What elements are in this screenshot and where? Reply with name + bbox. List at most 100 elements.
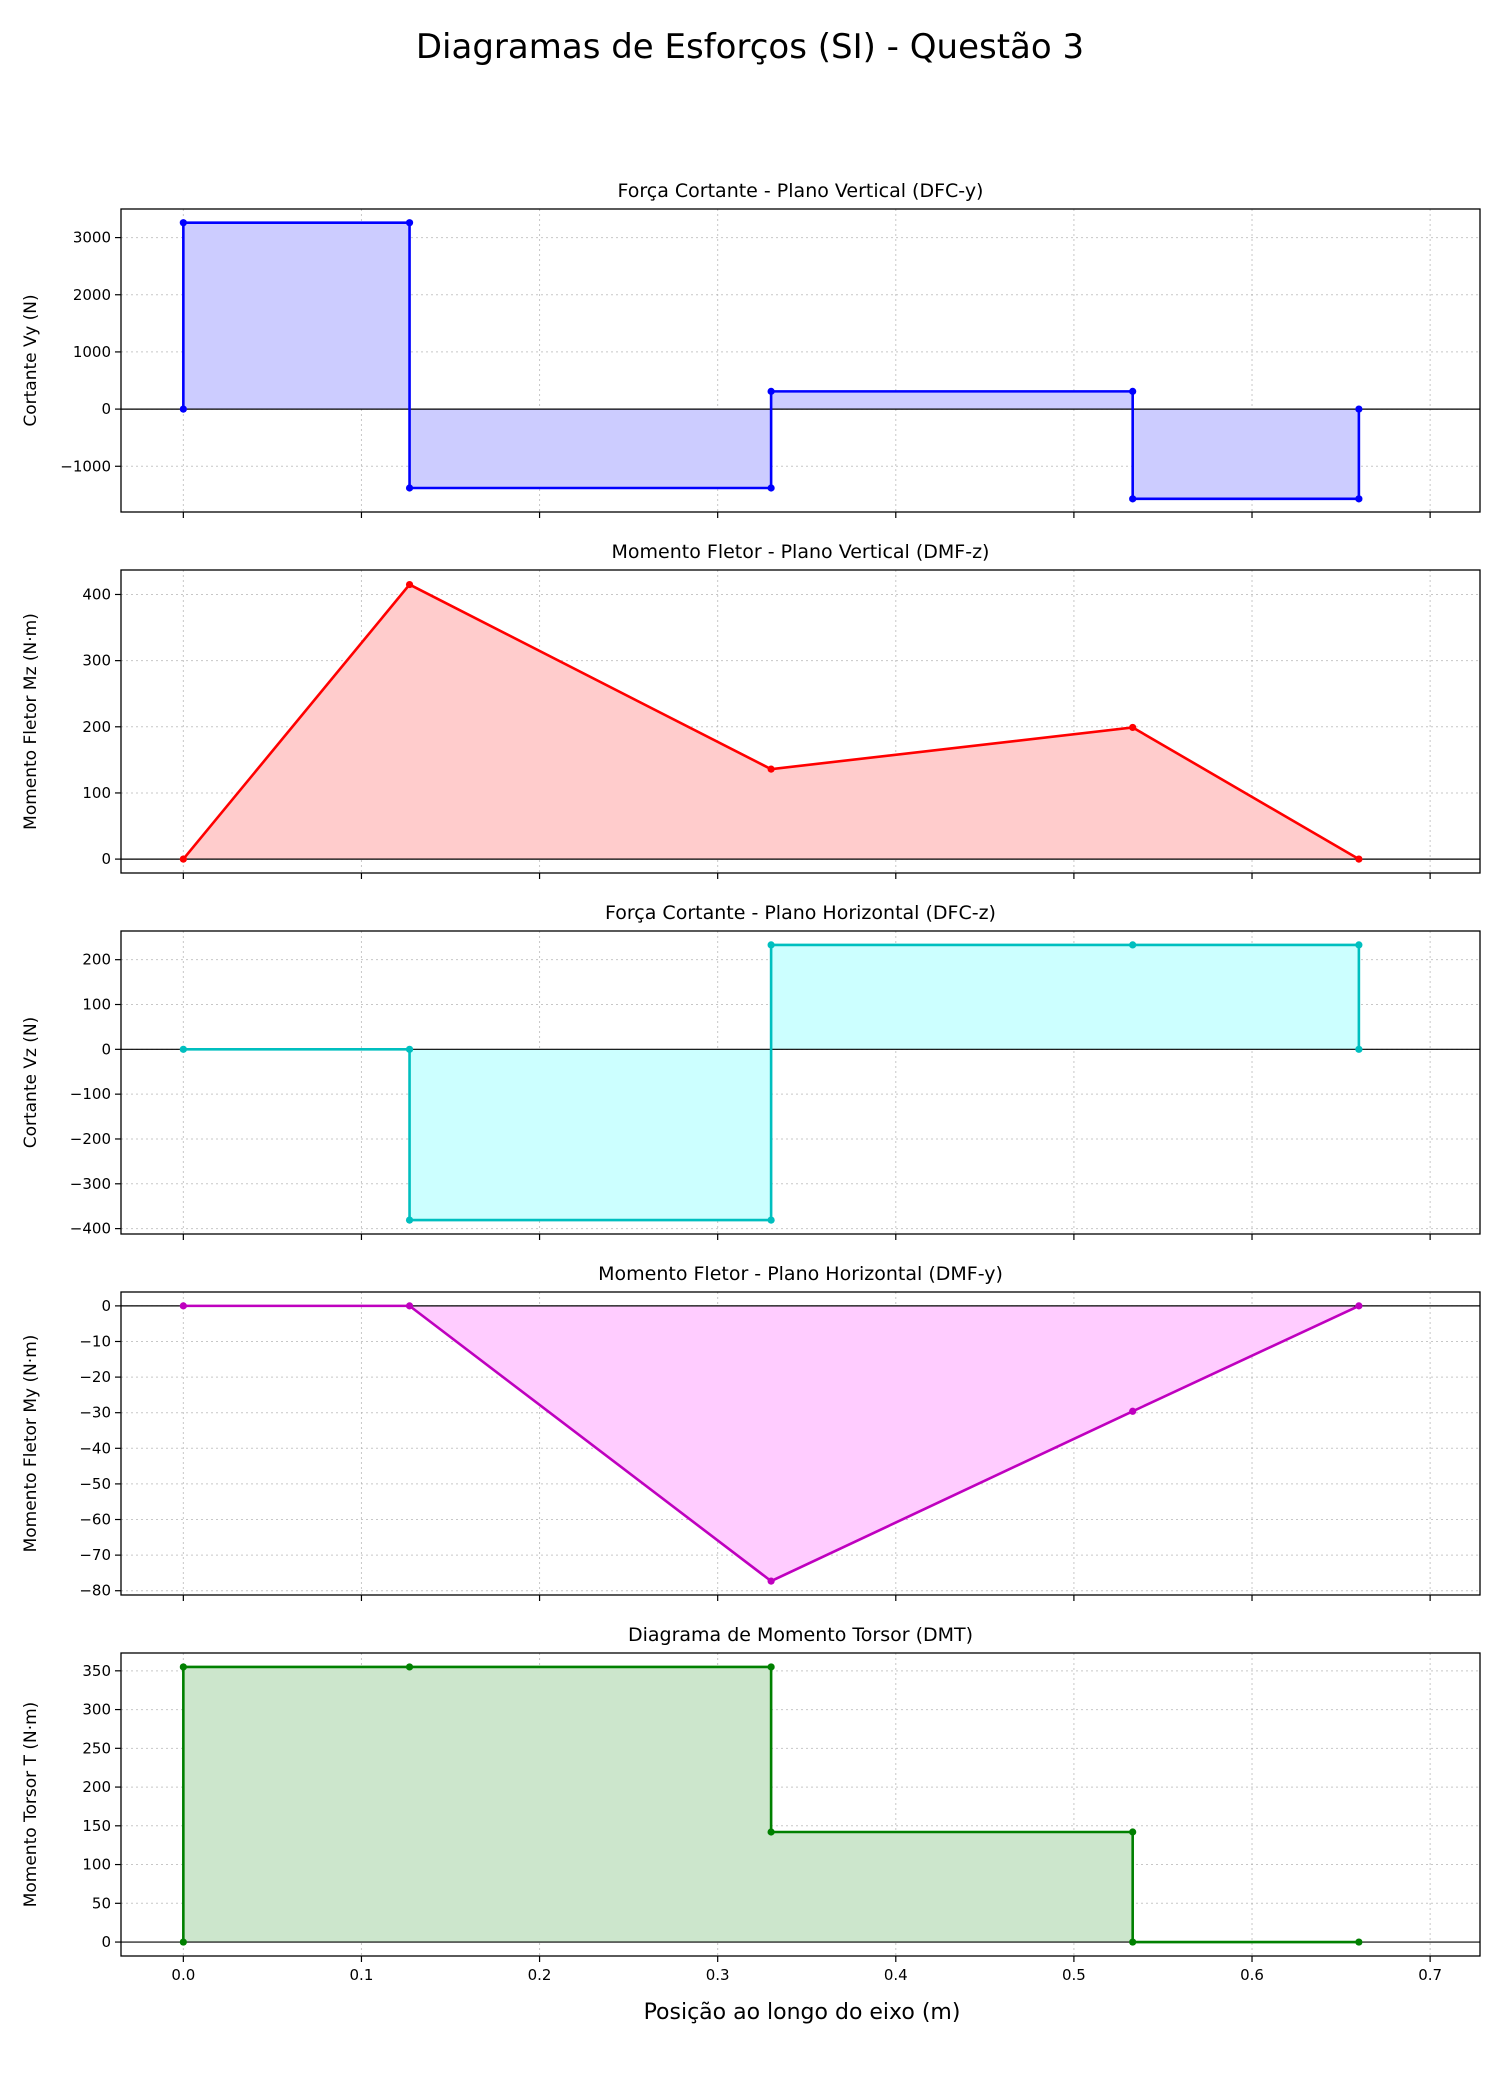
x-tick-label: 0.6 [1240, 1966, 1264, 1984]
data-point [179, 1045, 187, 1053]
plot-frame [120, 208, 1481, 513]
data-point [405, 484, 414, 492]
panel-5: Diagrama de Momento Torsor (DMT) 0 50 100 15… [21, 1624, 1481, 1984]
y-axis-label: Momento Fletor My (N·m) [21, 1335, 41, 1553]
data-point [767, 765, 775, 773]
plot-frame [120, 569, 1481, 874]
y-tick-label: 2000 [73, 286, 111, 304]
y-tick-label: 350 [82, 1662, 111, 1680]
y-tick-label: 200 [82, 1778, 111, 1796]
y-tick-label: −1000 [60, 457, 111, 475]
data-point [767, 387, 775, 395]
y-tick-label: 200 [82, 951, 111, 969]
data-point [767, 941, 775, 949]
y-tick-label: 0 [101, 400, 111, 418]
data-point [767, 1216, 775, 1224]
figure-title: Diagramas de Esforços (SI) - Questão 3 [416, 27, 1084, 67]
x-tick-label: 0.2 [528, 1966, 552, 1984]
y-tick-label: 100 [82, 1856, 111, 1874]
panel-title: Momento Fletor - Plano Vertical (DMF-z) [612, 541, 990, 563]
y-tick-label: 100 [82, 996, 111, 1014]
y-tick-label: −10 [79, 1332, 111, 1350]
y-tick-label: −80 [79, 1582, 111, 1600]
data-point [767, 1828, 775, 1836]
panel-title: Diagrama de Momento Torsor (DMT) [628, 1624, 973, 1646]
series-line [183, 943, 1361, 1222]
y-tick-label: −100 [70, 1085, 111, 1103]
x-tick-label: 0.5 [1062, 1966, 1086, 1984]
data-point [1129, 1938, 1137, 1946]
panel-2: Momento Fletor - Plano Vertical (DMF-z) 0… [21, 541, 1481, 879]
series-fill-area [183, 584, 1359, 860]
y-tick-label: −70 [79, 1546, 111, 1564]
y-tick-label: −60 [79, 1511, 111, 1529]
plot-frame [120, 1652, 1481, 1957]
panel-title: Momento Fletor - Plano Horizontal (DMF-y… [598, 1263, 1003, 1285]
data-point [1355, 405, 1363, 413]
panel-4: Momento Fletor - Plano Horizontal (DMF-y… [21, 1263, 1481, 1601]
plot-frame [120, 1291, 1481, 1596]
x-tick-label: 0.0 [171, 1966, 195, 1984]
y-tick-label: 250 [82, 1739, 111, 1757]
data-point [1129, 387, 1137, 395]
y-tick-label: −300 [70, 1175, 111, 1193]
y-tick-label: 0 [101, 1040, 111, 1058]
x-tick-label: 0.1 [350, 1966, 374, 1984]
data-point [179, 1663, 187, 1671]
panel-title: Força Cortante - Plano Horizontal (DFC-z… [605, 902, 996, 924]
y-tick-label: −30 [79, 1404, 111, 1422]
y-tick-label: −200 [70, 1130, 111, 1148]
panel-title: Força Cortante - Plano Vertical (DFC-y) [618, 180, 984, 202]
y-tick-label: −400 [70, 1220, 111, 1238]
panel-1: Força Cortante - Plano Vertical (DFC-y) −… [21, 180, 1481, 518]
y-tick-label: 0 [101, 850, 111, 868]
data-point [1355, 1045, 1363, 1053]
data-point [1129, 1828, 1137, 1836]
data-point [405, 1045, 414, 1053]
series-fill-area [183, 222, 1359, 499]
data-point [767, 1577, 775, 1585]
y-axis-label: Cortante Vy (N) [21, 294, 41, 426]
data-point [1355, 1938, 1363, 1946]
data-point [405, 1216, 414, 1224]
data-point [1129, 495, 1137, 503]
data-point [767, 484, 775, 492]
panels: Força Cortante - Plano Vertical (DFC-y) −… [21, 180, 1481, 1984]
data-point [1129, 723, 1137, 732]
plot-frame [120, 930, 1481, 1235]
y-tick-label: 3000 [73, 229, 111, 247]
x-axis-label: Posição ao longo do eixo (m) [644, 2000, 961, 2025]
x-tick-label: 0.4 [884, 1966, 908, 1984]
y-tick-label: 200 [82, 718, 111, 736]
data-point [1355, 495, 1363, 503]
data-point [767, 1663, 775, 1671]
y-tick-label: 50 [92, 1894, 111, 1912]
data-point [1355, 1302, 1363, 1310]
data-point [1129, 941, 1137, 949]
y-tick-label: 0 [101, 1297, 111, 1315]
data-point [179, 1302, 187, 1310]
data-point [179, 1938, 187, 1946]
data-point [405, 1663, 414, 1671]
data-point [405, 1302, 414, 1310]
data-point [1355, 941, 1363, 949]
data-point [179, 855, 187, 863]
y-axis-label: Momento Torsor T (N·m) [21, 1702, 41, 1908]
y-tick-label: 100 [82, 784, 111, 802]
y-tick-label: 150 [82, 1817, 111, 1835]
y-tick-label: −20 [79, 1368, 111, 1386]
y-tick-label: 0 [101, 1933, 111, 1951]
y-tick-label: −50 [79, 1475, 111, 1493]
y-axis-label: Momento Fletor Mz (N·m) [21, 613, 41, 830]
x-tick-label: 0.3 [706, 1966, 730, 1984]
data-point [405, 219, 414, 227]
panel-3: Força Cortante - Plano Horizontal (DFC-z… [21, 902, 1481, 1240]
data-point [1355, 855, 1363, 863]
data-point [1129, 1407, 1137, 1415]
y-tick-label: 300 [82, 652, 111, 670]
y-tick-label: 400 [82, 585, 111, 603]
y-tick-label: −40 [79, 1439, 111, 1457]
y-tick-label: 300 [82, 1701, 111, 1719]
series-line [182, 1665, 1359, 1944]
